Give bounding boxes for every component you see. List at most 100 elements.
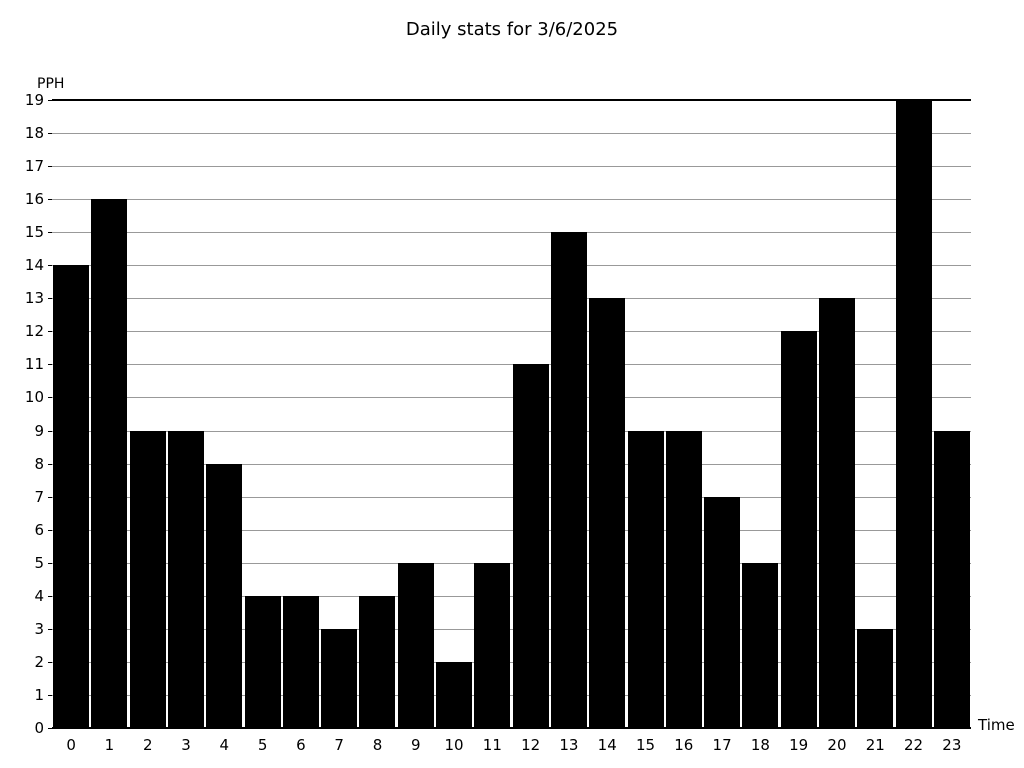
y-tick-label-7: 7 (34, 487, 44, 506)
x-tick-label-14: 14 (597, 736, 617, 754)
x-tick-label-17: 17 (712, 736, 732, 754)
x-tick-label-18: 18 (750, 736, 770, 754)
gridline-y-5 (52, 562, 971, 564)
bar-hour-1 (91, 199, 128, 728)
x-tick-label-1: 1 (104, 736, 115, 754)
bar-hour-17 (704, 496, 741, 728)
x-axis-line (52, 727, 971, 729)
bar-hour-2 (129, 430, 166, 728)
x-tick-label-15: 15 (635, 736, 656, 754)
gridline-y-13 (52, 298, 971, 300)
y-tick-mark-3 (48, 628, 52, 630)
bar-hour-22 (895, 100, 932, 728)
bar-hour-15 (627, 430, 664, 728)
y-tick-label-3: 3 (34, 619, 44, 638)
bar-hour-20 (818, 298, 855, 728)
bar-hour-0 (53, 265, 90, 728)
y-tick-label-14: 14 (24, 256, 44, 275)
y-tick-label-1: 1 (34, 685, 44, 704)
y-tick-label-18: 18 (24, 124, 44, 143)
y-tick-mark-0 (48, 728, 52, 729)
gridline-y-15 (52, 232, 971, 234)
x-tick-label-19: 19 (789, 736, 809, 754)
y-tick-mark-19 (48, 100, 52, 101)
y-tick-mark-13 (48, 298, 52, 300)
x-tick-label-21: 21 (865, 736, 885, 754)
y-axis-label: PPH (37, 76, 65, 92)
gridline-y-16 (52, 199, 971, 201)
x-tick-label-3: 3 (181, 736, 191, 754)
y-tick-mark-5 (48, 562, 52, 564)
y-tick-mark-11 (48, 364, 52, 366)
bar-hour-19 (780, 331, 817, 728)
bar-hour-7 (321, 628, 358, 728)
bar-hour-8 (359, 595, 396, 728)
bar-hour-10 (436, 661, 473, 728)
bar-hour-5 (244, 595, 281, 728)
gridline-y-14 (52, 265, 971, 267)
y-tick-label-5: 5 (34, 553, 44, 572)
gridline-y-4 (52, 595, 971, 597)
plot-area (52, 99, 971, 729)
bar-hour-6 (282, 595, 319, 728)
y-tick-label-2: 2 (34, 652, 44, 671)
chart-title: Daily stats for 3/6/2025 (405, 19, 619, 40)
y-tick-label-17: 17 (24, 157, 44, 176)
x-tick-label-8: 8 (372, 736, 383, 754)
bar-hour-3 (168, 430, 204, 728)
x-tick-label-7: 7 (334, 736, 344, 754)
gridline-y-2 (52, 661, 971, 663)
bar-hour-11 (474, 562, 511, 728)
y-tick-mark-14 (48, 265, 52, 267)
gridline-y-17 (52, 166, 971, 168)
bar-hour-13 (550, 232, 587, 728)
y-tick-mark-12 (48, 331, 52, 333)
y-tick-mark-4 (48, 595, 52, 597)
gridline-y-18 (52, 133, 971, 135)
bar-hour-9 (397, 562, 434, 728)
x-tick-label-2: 2 (142, 736, 153, 754)
gridline-y-6 (52, 529, 971, 531)
gridline-y-19 (52, 99, 971, 101)
gridline-y-12 (52, 331, 971, 333)
x-tick-label-5: 5 (257, 736, 268, 754)
x-tick-label-16: 16 (674, 736, 694, 754)
y-tick-mark-2 (48, 661, 52, 663)
x-tick-label-11: 11 (482, 736, 502, 754)
y-tick-mark-6 (48, 529, 52, 531)
x-tick-label-22: 22 (904, 736, 924, 754)
gridline-y-7 (52, 496, 971, 498)
y-tick-label-16: 16 (24, 190, 44, 209)
y-tick-mark-10 (48, 397, 52, 399)
y-tick-label-12: 12 (24, 322, 44, 341)
bar-hour-16 (665, 430, 702, 728)
y-tick-mark-9 (48, 430, 52, 432)
gridline-y-9 (52, 430, 971, 432)
bar-hour-4 (206, 463, 243, 728)
gridline-y-10 (52, 397, 971, 399)
y-tick-label-4: 4 (34, 586, 44, 605)
y-tick-label-8: 8 (34, 454, 44, 473)
x-axis-label: Time (978, 716, 1015, 734)
y-tick-mark-16 (48, 199, 52, 201)
y-tick-mark-7 (48, 496, 52, 498)
bar-hour-14 (589, 298, 626, 728)
y-tick-label-11: 11 (24, 355, 44, 374)
gridline-y-1 (52, 694, 971, 696)
x-tick-label-6: 6 (296, 736, 306, 754)
gridline-y-3 (52, 628, 971, 630)
y-tick-label-13: 13 (24, 289, 44, 308)
x-tick-label-0: 0 (66, 736, 76, 754)
x-tick-label-12: 12 (521, 736, 541, 754)
bar-hour-21 (857, 628, 894, 728)
y-tick-mark-8 (48, 463, 52, 465)
gridline-y-8 (52, 463, 971, 465)
bar-hour-23 (933, 430, 970, 728)
y-tick-mark-17 (48, 166, 52, 168)
y-tick-label-10: 10 (24, 388, 44, 407)
x-tick-label-13: 13 (559, 736, 579, 754)
x-tick-label-4: 4 (219, 736, 230, 754)
y-tick-label-6: 6 (34, 520, 44, 539)
y-tick-mark-1 (48, 694, 52, 696)
